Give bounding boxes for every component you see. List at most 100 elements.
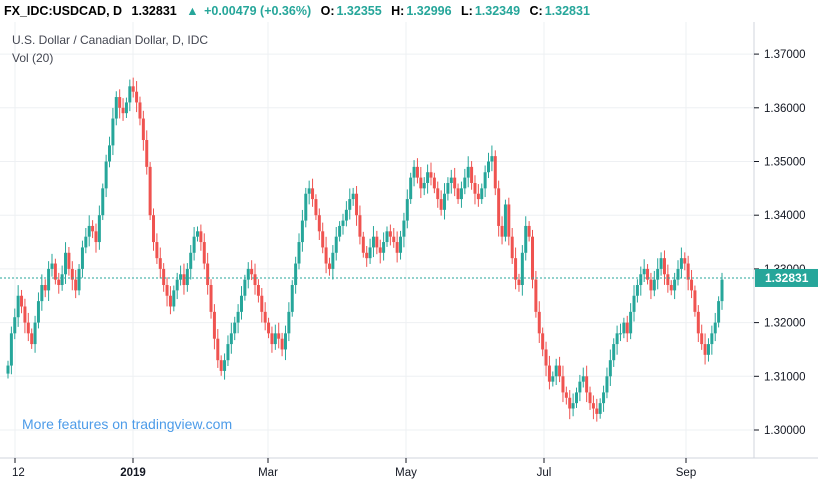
candle (426, 164, 430, 194)
candle (267, 317, 271, 339)
candle (287, 302, 291, 342)
candle (551, 371, 555, 387)
candle (666, 264, 670, 293)
candle (138, 96, 142, 126)
candle (463, 168, 467, 195)
price-tick-label: 1.34000 (764, 210, 806, 222)
candle (503, 199, 507, 242)
candle (649, 272, 653, 300)
last-price: 1.32831 (131, 4, 177, 18)
candle (392, 227, 396, 248)
candle (273, 324, 277, 350)
candle (327, 257, 331, 276)
volume-legend: Vol (20) (12, 51, 54, 65)
candle (91, 220, 95, 239)
candle (696, 305, 700, 343)
current-price-value: 1.32831 (765, 271, 809, 285)
symbol-name: FX_IDC:USDCAD, D (4, 4, 123, 18)
candle (564, 386, 568, 405)
candle (182, 263, 186, 295)
candle (656, 258, 660, 290)
candle (260, 288, 264, 323)
candle (483, 165, 487, 198)
candle (558, 356, 562, 383)
candle (415, 158, 419, 184)
candle (378, 239, 382, 264)
candle (148, 162, 152, 221)
candle (128, 79, 132, 112)
candle (561, 365, 565, 403)
candle (9, 326, 13, 375)
candle (229, 322, 233, 354)
time-tick-label: Jul (537, 467, 552, 479)
candle (152, 208, 156, 251)
candle (243, 274, 247, 301)
price-axis[interactable]: 1.300001.310001.320001.330001.340001.350… (754, 49, 806, 437)
candle (629, 303, 633, 340)
candle (6, 360, 10, 379)
candle (700, 324, 704, 350)
candle (466, 156, 470, 188)
candle (480, 183, 484, 204)
candle (253, 263, 257, 295)
candle (591, 395, 595, 420)
candle (114, 91, 118, 126)
candle (321, 222, 325, 254)
candle (26, 312, 30, 342)
symbol-header: FX_IDC:USDCAD, D 1.32831 ▲ +0.00479 (+0.… (0, 0, 822, 22)
chart-grid (0, 22, 754, 458)
candle (717, 296, 721, 328)
candle (226, 335, 230, 366)
candle (239, 286, 243, 320)
candle (683, 252, 687, 271)
candle (520, 245, 524, 296)
candle (605, 367, 609, 399)
candle (703, 333, 707, 365)
price-tick-label: 1.36000 (764, 103, 806, 115)
candle (517, 273, 521, 292)
promo-link[interactable]: More features on tradingview.com (22, 416, 233, 432)
high-value: 1.32996 (406, 4, 452, 18)
candle (53, 258, 57, 285)
candle (324, 236, 328, 274)
time-tick-label: Sep (676, 467, 696, 479)
candle (341, 213, 345, 235)
candle (40, 274, 44, 311)
candle (351, 187, 355, 206)
price-change: +0.00479 (+0.36%) (204, 4, 312, 18)
candle (585, 365, 589, 403)
candle (155, 233, 159, 264)
candle (662, 250, 666, 285)
candle (419, 166, 423, 199)
candle (219, 355, 223, 376)
candle (344, 201, 348, 227)
price-chart[interactable]: 1.300001.310001.320001.330001.340001.350… (0, 22, 818, 484)
candle (361, 231, 365, 258)
time-axis[interactable]: 12 2019 Mar May Jul Sep (12, 458, 696, 479)
candle (635, 279, 639, 303)
candle (595, 398, 599, 422)
candle (473, 175, 477, 205)
candle (443, 183, 447, 220)
candle (439, 190, 443, 216)
candle (280, 332, 284, 357)
candle (300, 209, 304, 252)
candle (368, 238, 372, 264)
candle (371, 226, 375, 258)
candle (581, 367, 585, 388)
candle (385, 226, 389, 247)
candle (693, 285, 697, 317)
candle (459, 181, 463, 208)
candle (625, 315, 629, 343)
candle (622, 317, 626, 339)
candle (297, 233, 301, 270)
candle (690, 269, 694, 299)
price-tick-label: 1.31000 (764, 371, 806, 383)
candle (429, 162, 433, 186)
candle (686, 255, 690, 291)
candles (6, 77, 724, 422)
candle (87, 215, 91, 247)
candle (77, 264, 81, 296)
candle (510, 227, 514, 264)
candle (317, 208, 321, 241)
